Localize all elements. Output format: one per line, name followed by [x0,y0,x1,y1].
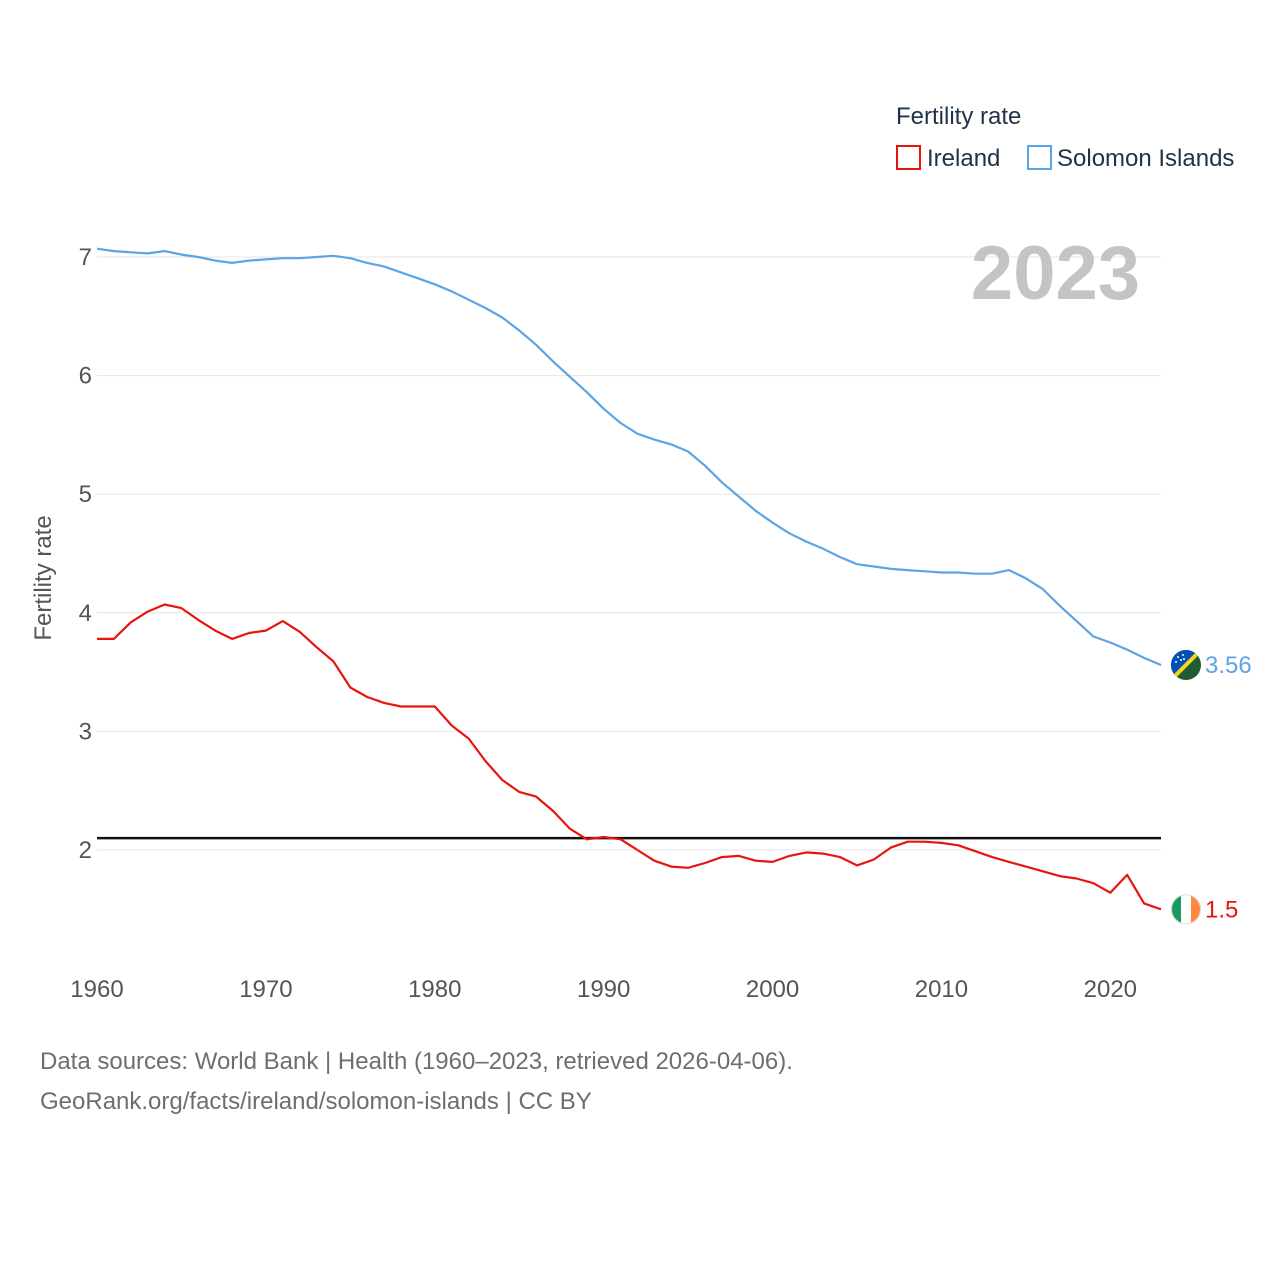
y-axis-title: Fertility rate [30,515,57,640]
x-tick-label-2000: 2000 [746,976,799,1003]
series-end-markers: 1.5 3.56 [1171,649,1252,925]
footer: Data sources: World Bank | Health (1960–… [40,1042,793,1122]
legend-label-ireland[interactable]: Ireland [927,145,1000,172]
legend-title: Fertility rate [896,103,1021,130]
x-tick-label-1960: 1960 [70,976,123,1003]
legend-swatch-ireland[interactable] [896,145,921,170]
x-tick-label-2010: 2010 [915,976,968,1003]
x-tick-label-1980: 1980 [408,976,461,1003]
fertility-line-chart: 2 3 4 5 6 7 1960 1970 1980 1990 2000 2010 2020 2023… [30,103,1252,1003]
end-value-label-solomon-islands: 3.56 [1205,652,1252,679]
x-tick-label-1990: 1990 [577,976,630,1003]
legend: Fertility rate Ireland Solomon Islands [896,103,1234,172]
x-axis-ticks: 1960 1970 1980 1990 2000 2010 2020 [70,976,1137,1003]
y-tick-label-5: 5 [79,481,92,508]
gridlines [97,256,1161,851]
y-tick-label-6: 6 [79,363,92,390]
series-lines [96,247,1162,911]
end-value-label-ireland: 1.5 [1205,896,1238,923]
solomon-islands-flag-icon [1171,649,1201,680]
legend-label-solomon-islands[interactable]: Solomon Islands [1057,145,1234,172]
ireland-flag-icon [1171,894,1201,925]
series-line-solomon-islands[interactable] [96,247,1162,667]
legend-swatch-solomon-islands[interactable] [1027,145,1052,170]
series-line-ireland[interactable] [97,603,1162,911]
y-axis-ticks: 2 3 4 5 6 7 [79,244,92,864]
attribution-link[interactable]: GeoRank.org/facts/ireland/solomon-island… [40,1088,592,1115]
y-tick-label-2: 2 [79,837,92,864]
current-year-label: 2023 [971,231,1140,316]
x-tick-label-2020: 2020 [1084,976,1137,1003]
data-source-note: Data sources: World Bank | Health (1960–… [40,1048,793,1075]
x-tick-label-1970: 1970 [239,976,292,1003]
y-tick-label-4: 4 [79,600,92,627]
y-tick-label-7: 7 [79,244,92,271]
y-tick-label-3: 3 [79,718,92,745]
